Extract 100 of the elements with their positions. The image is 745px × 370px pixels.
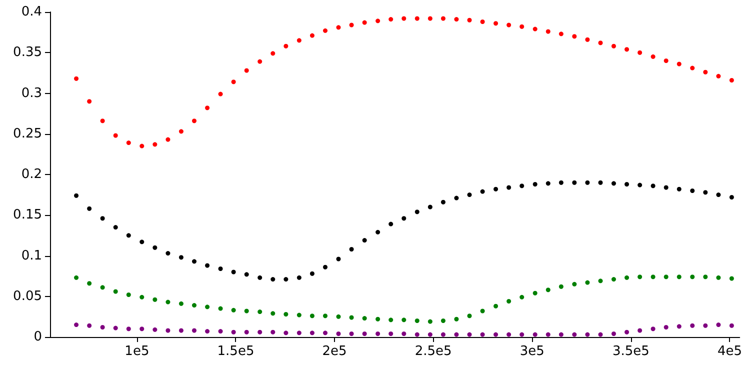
point (140, 294, 144, 300)
point (310, 330, 314, 336)
point (296, 38, 302, 43)
point (676, 324, 682, 329)
point (336, 332, 341, 336)
point (388, 332, 394, 336)
point (664, 58, 668, 63)
point (231, 80, 236, 84)
point (467, 192, 472, 198)
point (532, 182, 538, 186)
point (205, 329, 210, 334)
point (467, 18, 472, 22)
point (494, 21, 498, 26)
point (690, 274, 695, 280)
point (428, 332, 432, 337)
point (467, 332, 472, 337)
point (74, 275, 79, 280)
point (178, 255, 184, 260)
point (402, 216, 406, 221)
point (414, 210, 420, 214)
y-tick-label: 0.25 (13, 126, 42, 142)
point (310, 314, 314, 318)
point (296, 275, 302, 280)
point (74, 76, 79, 81)
point (440, 200, 446, 204)
point (428, 204, 432, 210)
point (166, 137, 170, 142)
point (258, 310, 262, 314)
point (611, 44, 616, 48)
point (336, 314, 341, 319)
point (558, 332, 564, 337)
point (296, 330, 302, 336)
point (376, 230, 380, 234)
point (546, 29, 550, 34)
point (506, 299, 512, 304)
y-tick-label: 0.05 (13, 288, 42, 304)
point (414, 16, 420, 21)
point (126, 292, 131, 297)
point (349, 315, 354, 320)
point (87, 206, 92, 211)
point (664, 185, 668, 190)
point (362, 20, 367, 25)
point (546, 288, 550, 292)
point (402, 16, 406, 21)
point (598, 40, 603, 46)
x-tick-label: 4e5 (717, 344, 742, 359)
point (638, 50, 642, 55)
point (270, 51, 276, 56)
point (284, 312, 288, 316)
y-tick-label: 0.1 (21, 248, 42, 264)
point (690, 323, 695, 328)
point (113, 289, 118, 294)
point (546, 332, 550, 337)
point (336, 256, 341, 262)
point (532, 290, 538, 296)
point (192, 303, 196, 308)
point (402, 332, 406, 336)
point (716, 322, 721, 328)
point (258, 275, 262, 280)
point (585, 37, 590, 42)
point (585, 332, 590, 337)
point (506, 185, 512, 190)
point (388, 222, 394, 226)
point (388, 318, 394, 322)
point (178, 129, 184, 134)
point (494, 332, 498, 337)
point (638, 182, 642, 188)
point (218, 266, 223, 271)
point (729, 276, 734, 281)
point (716, 192, 721, 198)
point (100, 118, 105, 124)
point (703, 190, 708, 195)
point (585, 180, 590, 185)
point (690, 188, 695, 193)
point (428, 16, 432, 21)
point (520, 24, 524, 29)
point (284, 330, 288, 336)
point (376, 18, 380, 24)
y-tick-label: 0.2 (21, 167, 42, 182)
point (87, 281, 92, 286)
point (205, 263, 210, 268)
point (152, 297, 158, 302)
point (520, 184, 524, 188)
x-tick-label: 2.5e5 (414, 344, 452, 359)
point (440, 318, 446, 323)
point (231, 308, 236, 312)
y-tick-label: 0.4 (21, 4, 42, 20)
point (178, 328, 184, 333)
point (506, 332, 512, 337)
x-tick-label: 3e5 (520, 344, 544, 359)
point (376, 332, 380, 336)
point (454, 196, 459, 200)
point (192, 328, 196, 333)
point (113, 326, 118, 330)
y-tick-label: 0 (34, 330, 42, 344)
point (323, 28, 328, 33)
point (126, 140, 131, 146)
point (74, 193, 79, 198)
point (506, 22, 512, 28)
point (572, 282, 577, 286)
